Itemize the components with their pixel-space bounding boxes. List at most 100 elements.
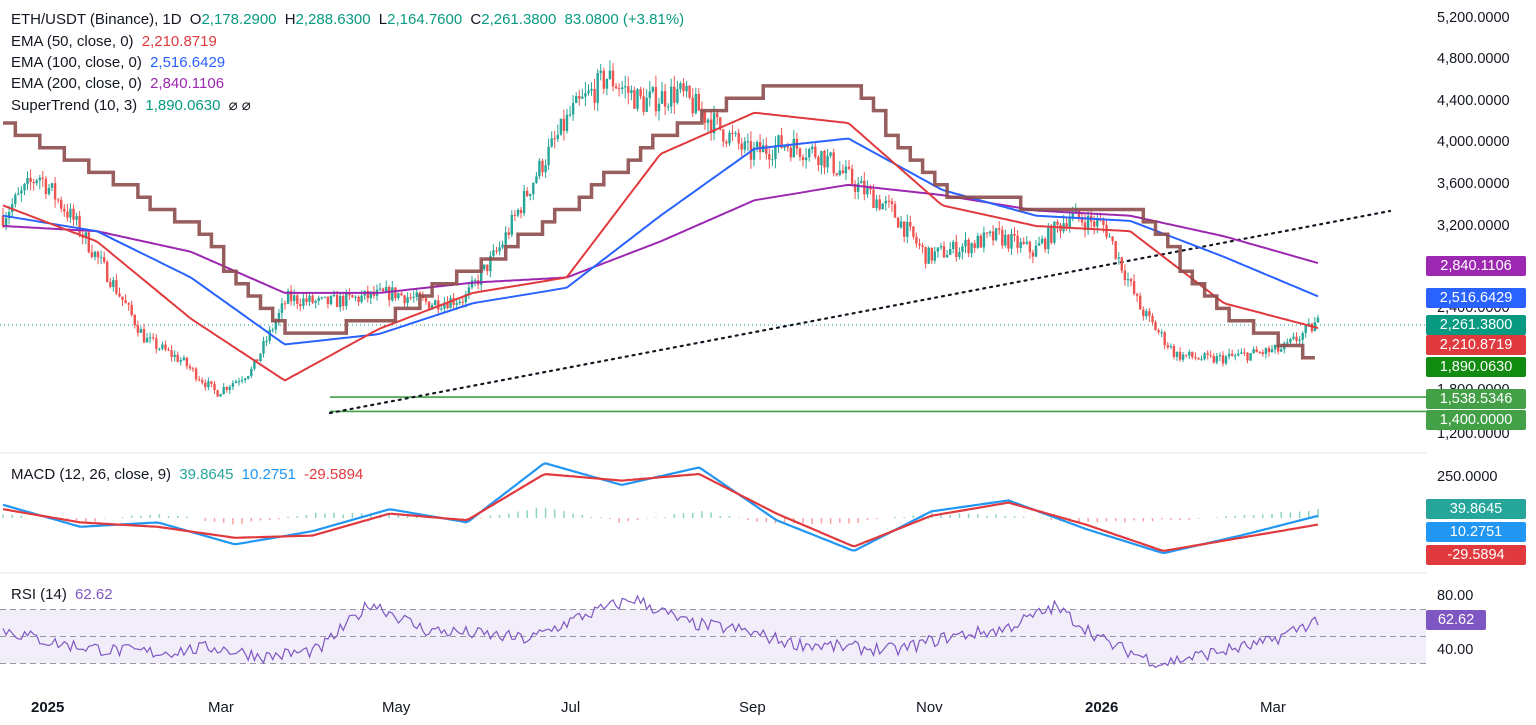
candle-body — [559, 118, 563, 135]
candle-body — [541, 160, 544, 173]
price-pane — [0, 60, 1426, 415]
candle-body — [1126, 279, 1130, 281]
candle-body — [513, 215, 517, 216]
candle-body — [198, 379, 201, 381]
candle-body — [510, 215, 513, 235]
ema100-legend[interactable]: EMA (100, close, 0) 2,516.6429 — [11, 52, 229, 73]
candle-body — [351, 295, 354, 298]
time-tick: Mar — [208, 699, 234, 716]
candle-body — [578, 96, 581, 99]
candle-body — [875, 199, 878, 208]
candle-body — [949, 249, 952, 255]
candle-body — [289, 290, 293, 302]
candle-body — [1117, 257, 1120, 259]
candle-body — [906, 222, 909, 237]
candle-body — [452, 298, 455, 305]
candle-body — [216, 390, 219, 397]
candle-body — [994, 228, 998, 241]
candle-body — [262, 341, 265, 354]
candle-body — [381, 288, 385, 292]
ema50-value: 2,210.8719 — [141, 33, 217, 50]
candle-body — [1221, 355, 1225, 364]
candle-body — [412, 296, 415, 298]
candle-body — [464, 294, 468, 303]
candle-body — [286, 290, 290, 304]
candle-body — [930, 247, 933, 261]
candle-body — [440, 308, 443, 310]
candle-body — [271, 329, 274, 331]
candle-body — [881, 203, 884, 210]
rsi-tick: 80.00 — [1437, 588, 1474, 604]
candle-body — [1286, 342, 1289, 344]
candle-body — [1111, 236, 1114, 242]
candle-body — [804, 157, 808, 160]
candle-body — [1191, 351, 1194, 358]
candle-body — [694, 94, 697, 114]
candle-body — [1169, 346, 1173, 348]
candle-body — [1056, 221, 1059, 225]
candle-body — [915, 236, 918, 244]
candle-body — [1246, 352, 1249, 361]
candle-body — [498, 247, 501, 252]
candle-body — [63, 208, 66, 212]
supertrend-legend[interactable]: SuperTrend (10, 3) 1,890.0630 ⌀ ⌀ — [11, 95, 255, 116]
candle-body — [1019, 241, 1022, 248]
candle-body — [26, 177, 29, 185]
candle-body — [185, 357, 189, 367]
candle-body — [777, 135, 780, 146]
ema50-legend[interactable]: EMA (50, close, 0) 2,210.8719 — [11, 31, 221, 52]
candle-body — [945, 254, 949, 258]
candle-body — [596, 72, 599, 103]
macd-tag: 10.2751 — [1426, 522, 1526, 542]
candle-body — [406, 297, 409, 304]
candle-body — [253, 359, 256, 369]
candle-body — [1289, 338, 1292, 343]
candle-body — [998, 228, 1001, 230]
candle-body — [964, 239, 967, 247]
candle-body — [50, 183, 54, 188]
macd-hist-tag: 39.8645 — [1426, 499, 1526, 519]
candle-body — [1261, 352, 1264, 355]
candle-body — [869, 187, 872, 190]
candle-body — [87, 232, 90, 253]
candle-body — [737, 132, 740, 144]
supertrend-value: 1,890.0630 — [145, 97, 221, 114]
low-label: L — [378, 11, 388, 28]
candle-body — [676, 89, 679, 103]
candle-body — [814, 146, 817, 158]
candle-body — [1080, 218, 1084, 223]
candle-body — [679, 83, 682, 90]
candle-body — [792, 138, 795, 158]
candle-body — [400, 293, 403, 296]
macd-legend[interactable]: MACD (12, 26, close, 9) 39.8645 10.2751 … — [11, 464, 367, 485]
candle-body — [808, 149, 811, 158]
level2-price-tag: 1,400.0000 — [1426, 410, 1526, 430]
candle-body — [84, 232, 87, 238]
candle-body — [1114, 241, 1117, 259]
candle-body — [651, 87, 654, 92]
candle-body — [188, 366, 192, 369]
ema100-line — [2, 137, 1319, 346]
candle-body — [529, 194, 532, 196]
candle-body — [437, 300, 440, 310]
candle-body — [1157, 330, 1160, 333]
candle-body — [850, 168, 854, 184]
candle-body — [228, 386, 231, 390]
candle-body — [155, 338, 158, 349]
supertrend-line — [3, 84, 1315, 360]
candle-body — [621, 87, 624, 89]
candle-body — [250, 368, 253, 377]
rsi-legend[interactable]: RSI (14) 62.62 — [11, 584, 117, 605]
ema200-legend[interactable]: EMA (200, close, 0) 2,840.1106 — [11, 73, 228, 94]
candle-body — [538, 160, 541, 177]
ema100-label: EMA (100, close, 0) — [11, 54, 142, 71]
candle-body — [467, 287, 471, 295]
time-tick: Sep — [739, 699, 766, 716]
candle-body — [979, 235, 982, 248]
candle-body — [725, 141, 728, 144]
candle-body — [820, 151, 823, 166]
candle-body — [1212, 355, 1215, 363]
candle-body — [1255, 349, 1258, 353]
candle-body — [1148, 311, 1151, 317]
